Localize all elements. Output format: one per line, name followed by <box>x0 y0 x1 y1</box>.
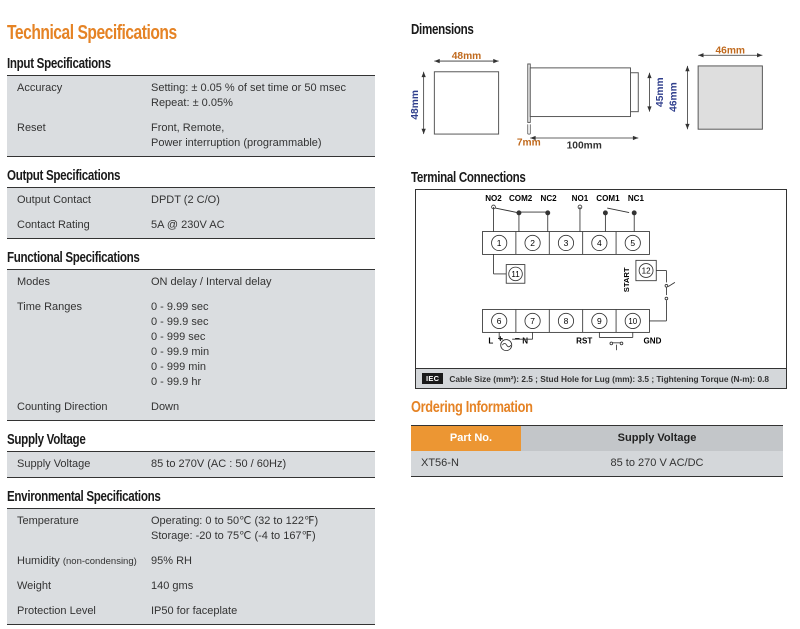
svg-text:START: START <box>622 267 631 292</box>
svg-text:3: 3 <box>564 238 569 248</box>
svg-text:4: 4 <box>597 238 602 248</box>
svg-text:COM1: COM1 <box>596 194 620 203</box>
svg-text:48mm: 48mm <box>452 51 482 62</box>
svg-text:46mm: 46mm <box>669 82 680 112</box>
svg-text:12: 12 <box>642 266 651 275</box>
svg-text:9: 9 <box>597 316 602 326</box>
svg-text:48mm: 48mm <box>411 90 421 120</box>
svg-text:7: 7 <box>530 316 535 326</box>
svg-text:2: 2 <box>530 238 535 248</box>
svg-text:10: 10 <box>628 317 637 326</box>
svg-text:45mm: 45mm <box>655 77 666 107</box>
svg-text:11: 11 <box>511 270 520 279</box>
svg-text:−: − <box>515 334 520 344</box>
svg-text:NC1: NC1 <box>628 194 645 203</box>
svg-text:100mm: 100mm <box>567 141 602 152</box>
svg-text:46mm: 46mm <box>715 45 745 56</box>
svg-text:NC2: NC2 <box>541 194 558 203</box>
svg-text:COM2: COM2 <box>509 194 533 203</box>
svg-text:NO1: NO1 <box>572 194 589 203</box>
svg-text:GND: GND <box>644 336 662 345</box>
svg-text:6: 6 <box>497 316 502 326</box>
svg-text:1: 1 <box>497 238 502 248</box>
svg-text:NO2: NO2 <box>485 194 502 203</box>
svg-text:RST: RST <box>576 336 592 345</box>
svg-text:5: 5 <box>630 238 635 248</box>
svg-text:N: N <box>522 336 528 345</box>
svg-text:8: 8 <box>564 316 569 326</box>
svg-text:L: L <box>488 336 493 345</box>
svg-text:7mm: 7mm <box>517 138 541 149</box>
